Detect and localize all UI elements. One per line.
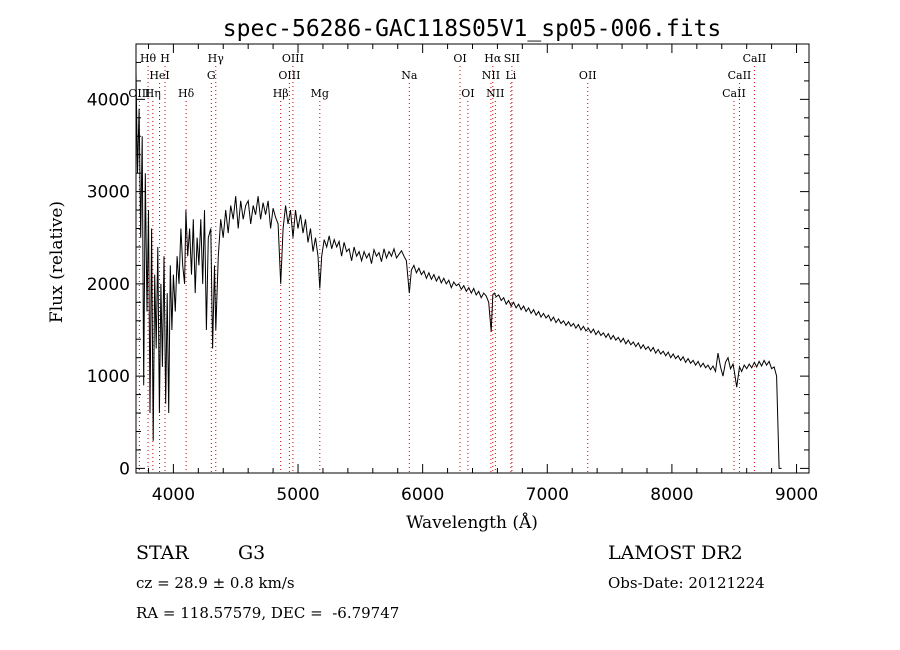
- line-marker-label: CaII: [743, 52, 767, 65]
- line-marker-label: Li: [505, 69, 516, 82]
- line-marker-label: G: [207, 69, 216, 82]
- chart-title: spec-56286-GAC118S05V1_sp05-006.fits: [223, 16, 722, 42]
- y-axis-label: Flux (relative): [47, 201, 67, 323]
- line-marker-label: OI: [453, 52, 466, 65]
- line-marker-label: OIII: [128, 87, 150, 100]
- x-tick-label: 8000: [650, 485, 693, 505]
- coordinates: RA = 118.57579, DEC = -6.79747: [136, 604, 400, 622]
- object-class: STAR: [136, 542, 189, 564]
- y-tick-label: 2000: [87, 275, 130, 295]
- x-tick-label: 6000: [401, 485, 444, 505]
- line-marker-label: SII: [504, 52, 520, 65]
- line-marker-label: NII: [486, 87, 504, 100]
- line-marker-label: Hθ: [140, 52, 157, 65]
- x-tick-label: 5000: [276, 485, 319, 505]
- line-marker-label: OIII: [282, 52, 304, 65]
- line-marker-label: Hδ: [178, 87, 195, 100]
- line-marker-label: Na: [401, 69, 418, 82]
- y-tick-label: 0: [119, 459, 130, 479]
- line-marker-label: H: [160, 52, 170, 65]
- line-marker-label: Hα: [484, 52, 502, 65]
- line-marker-label: Hγ: [208, 52, 225, 65]
- redshift-text: cz = 28.9 ± 0.8 km/s: [136, 574, 295, 592]
- x-axis: 4000 5000 6000 7000 8000 9000: [147, 44, 818, 505]
- y-tick-label: 3000: [87, 183, 130, 203]
- y-tick-label: 1000: [87, 367, 130, 387]
- line-marker-label: Mg: [311, 87, 329, 100]
- line-marker-label: OIII: [278, 69, 300, 82]
- line-marker-label: CaII: [728, 69, 752, 82]
- x-tick-label: 4000: [152, 485, 195, 505]
- y-tick-label: 4000: [87, 90, 130, 110]
- plot-frame: [135, 43, 810, 474]
- line-marker-label: OI: [461, 87, 474, 100]
- line-marker-label: CaII: [722, 87, 746, 100]
- line-marker-label: NII: [482, 69, 500, 82]
- survey-name: LAMOST DR2: [608, 542, 743, 564]
- x-axis-label: Wavelength (Å): [406, 512, 538, 533]
- subclass: G3: [238, 542, 266, 564]
- x-tick-label: 9000: [775, 485, 818, 505]
- line-marker-label: Hη: [145, 87, 161, 100]
- line-marker-label: Hβ: [273, 87, 289, 100]
- spectrum-line: [135, 71, 782, 469]
- y-axis: 0 1000 2000 3000 4000: [87, 61, 809, 479]
- line-marker-label: OII: [579, 69, 597, 82]
- x-tick-label: 7000: [526, 485, 569, 505]
- obs-date: Obs-Date: 20121224: [608, 574, 765, 592]
- line-marker-label: HeI: [149, 69, 169, 82]
